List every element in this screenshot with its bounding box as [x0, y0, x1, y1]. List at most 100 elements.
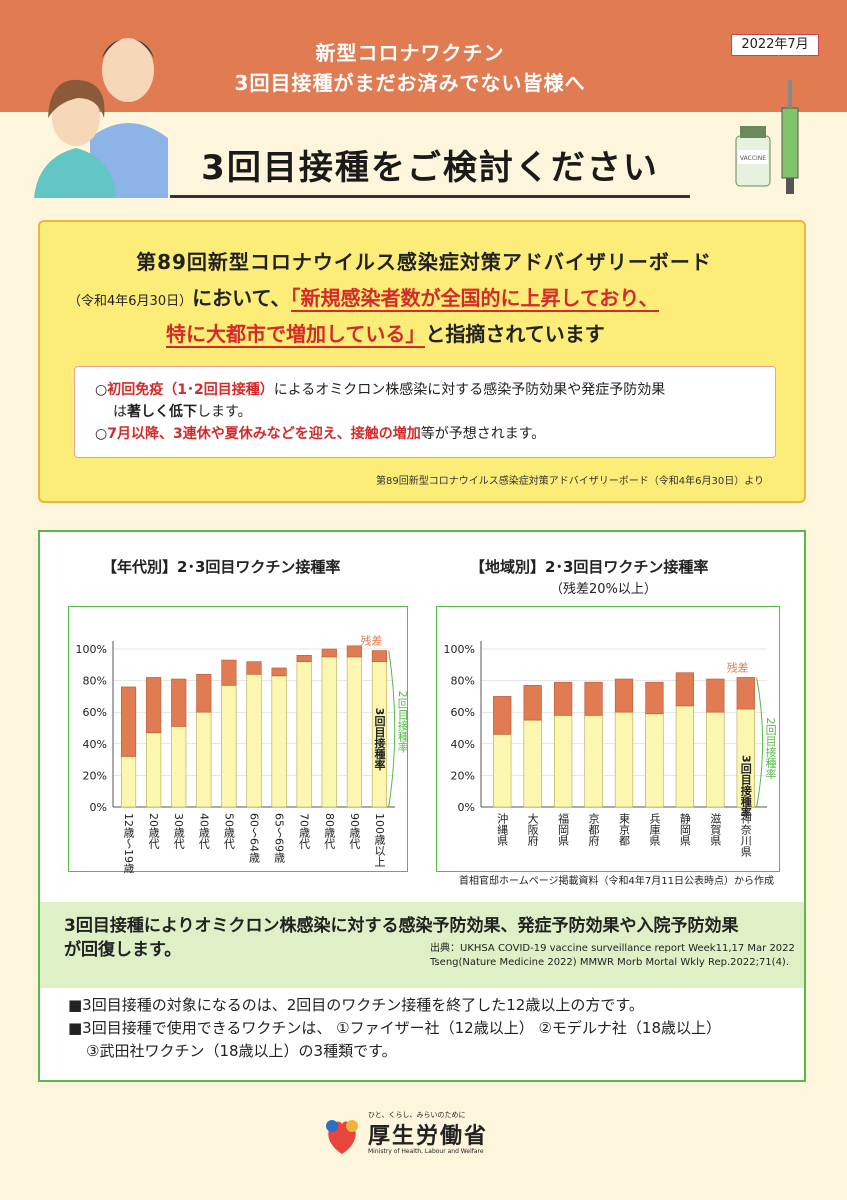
second-dose-annotation: 2回目接種率 [396, 691, 409, 754]
bar-third-dose [346, 656, 362, 808]
notice-line2: （令和4年6月30日）において、「新規感染者数が全国的に上昇しており、 [68, 282, 659, 312]
bar-third-dose [296, 661, 312, 808]
bar-third-dose [584, 715, 603, 808]
x-tick-label: 静岡県 [678, 812, 691, 847]
chart1-title: 【年代別】2･3回目ワクチン接種率 [102, 558, 341, 576]
x-tick-label: 40歳代 [197, 813, 210, 850]
y-tick-label: 20% [451, 769, 475, 782]
ministry-name: 厚生労働省 [368, 1124, 489, 1149]
bar-gap [675, 672, 695, 707]
region-chart: 0% 20% 40% 60% 80% 100% 沖縄県 大阪府 福岡県 京都府 東京都 兵庫県 静岡県 滋… [444, 641, 777, 858]
y-tick-label: 100% [76, 643, 107, 656]
x-tick-label: 京都府 [587, 812, 600, 847]
x-tick-label: 50歳代 [222, 813, 235, 850]
x-tick-label: 30歳代 [172, 813, 185, 850]
bullet1-text: によるオミクロン株感染に対する感染予防効果や発症予防効果 [273, 382, 666, 398]
bar-third-dose [120, 756, 137, 808]
gap-annotation: 残差 [360, 634, 382, 648]
second-dose-bracket [756, 677, 764, 808]
notice-source: 第89回新型コロナウイルス感染症対策アドバイザリーボード（令和4年6月30日）よ… [376, 476, 764, 487]
note-line2: ■3回目接種で使用できるワクチンは、 ①ファイザー社（12歳以上） ②モデルナ社… [68, 1019, 722, 1037]
x-tick-label: 100歳以上 [373, 813, 386, 867]
subtitle-line2: 3回目接種がまだお済みでない皆様へ [234, 71, 586, 95]
bar-third-dose [645, 713, 664, 808]
bar-third-dose [171, 726, 187, 808]
y-tick-label: 40% [83, 738, 107, 751]
bar-gap [146, 677, 162, 734]
stats-section: 【年代別】2･3回目ワクチン接種率 【地域別】2･3回目ワクチン接種率 （残差2… [38, 530, 806, 1082]
bar-gap [523, 685, 542, 721]
svg-text:VACCINE: VACCINE [740, 155, 766, 162]
page-title: 3回目接種をご検討ください [170, 140, 690, 198]
bar-gap [171, 678, 187, 727]
effect-band: 3回目接種によりオミクロン株感染に対する感染予防効果、発症予防効果や入院予防効果… [40, 902, 804, 988]
notice-date: （令和4年6月30日） [68, 294, 193, 309]
age-chart: 0% 20% 40% 60% 80% 100% 12歳～19歳 20歳代 30歳代 40歳代 50歳… [76, 634, 410, 874]
bar-gap [736, 677, 755, 710]
notice-quote2: 特に大都市で増加している」 [166, 322, 426, 348]
x-tick-label: 70歳代 [298, 813, 311, 850]
bar-gap [271, 667, 287, 677]
subtitle-line1: 新型コロナワクチン [315, 41, 505, 65]
header-subtitle: 新型コロナワクチン 3回目接種がまだお済みでない皆様へ [180, 38, 640, 98]
notice-end: と指摘されています [425, 322, 605, 346]
effect-source: 出典：UKHSA COVID-19 vaccine surveillance r… [430, 942, 795, 970]
bar-gap [221, 659, 237, 686]
y-tick-label: 20% [83, 769, 107, 782]
y-tick-label: 80% [83, 675, 107, 688]
effect-line1: 3回目接種によりオミクロン株感染に対する感染予防効果、発症予防効果や入院予防効果 [64, 916, 739, 936]
bar-third-dose [614, 711, 634, 808]
notice-quote1: 「新規感染者数が全国的に上昇しており、 [290, 286, 659, 312]
bar-gap [493, 696, 512, 735]
bar-third-dose [493, 734, 512, 808]
bar-third-dose [271, 675, 287, 808]
x-tick-label: 福岡県 [557, 812, 570, 847]
x-tick-label: 神奈川県 [739, 812, 752, 858]
bullet-mark: ○ [95, 426, 108, 442]
bar-gap [321, 648, 337, 658]
bar-gap [296, 655, 312, 662]
x-tick-label: 90歳代 [348, 813, 361, 850]
bar-gap [346, 645, 362, 658]
y-tick-label: 60% [451, 706, 475, 719]
note-line3: ③武田社ワクチン（18歳以上）の3種類です。 [86, 1042, 397, 1060]
people-illustration [34, 38, 168, 198]
y-tick-label: 40% [451, 738, 475, 751]
bullet-1: ○初回免疫（1･2回目接種）によるオミクロン株感染に対する感染予防効果や発症予防… [95, 379, 755, 401]
bullet2-red: 7月以降、3連休や夏休みなどを迎え、接触の増加 [107, 426, 421, 442]
y-tick-label: 0% [458, 801, 475, 814]
y-tick-label: 60% [83, 706, 107, 719]
bar-third-dose [321, 656, 337, 808]
eligibility-notes: ■3回目接種の対象になるのは、2回目のワクチン接種を終了した12歳以上の方です。… [68, 994, 721, 1063]
y-tick-label: 100% [444, 643, 475, 656]
chart1-frame: 0% 20% 40% 60% 80% 100% 12歳～19歳 20歳代 30歳代 40歳代 50歳… [68, 606, 410, 874]
bar-gap [645, 681, 664, 715]
bar-third-dose [146, 732, 162, 808]
x-tick-label: 東京都 [618, 813, 631, 846]
bar-gap [553, 681, 573, 716]
gap-annotation: 残差 [727, 660, 749, 674]
x-tick-label: 65～69歳 [273, 813, 286, 863]
chart2-frame: 0% 20% 40% 60% 80% 100% 沖縄県 大阪府 福岡県 京都府 東京都 兵庫県 静岡県 滋… [436, 606, 780, 872]
second-dose-annotation: 2回目接種率 [764, 717, 777, 780]
notice-heading: 第89回新型コロナウイルス感染症対策アドバイザリーボード [136, 250, 712, 274]
effect-source1: 出典：UKHSA COVID-19 vaccine surveillance r… [430, 943, 795, 954]
vaccine-illustration: VACCINE [735, 80, 799, 194]
notice-mid: において、 [192, 286, 291, 310]
bullet-mark: ○ [95, 382, 108, 398]
x-tick-label: 60～64歳 [248, 813, 261, 863]
x-tick-label: 滋賀県 [709, 813, 722, 847]
bullet1-c: は [113, 404, 127, 420]
note-line1: ■3回目接種の対象になるのは、2回目のワクチン接種を終了した12歳以上の方です。 [68, 996, 644, 1014]
bar-third-dose [706, 711, 725, 808]
bar-third-dose [221, 685, 237, 808]
x-tick-label: 沖縄県 [496, 813, 509, 847]
x-tick-label: 80歳代 [323, 813, 336, 850]
bar-gap [196, 673, 212, 713]
bar-gap [614, 678, 634, 713]
effect-line2: が回復します。 [64, 940, 182, 960]
ministry-tagline: ひと、くらし、みらいのために [368, 1111, 466, 1119]
bar-gap [246, 661, 262, 675]
third-dose-annotation: 3回目接種率 [373, 708, 386, 771]
effect-text: 3回目接種によりオミクロン株感染に対する感染予防効果、発症予防効果や入院予防効果… [64, 914, 739, 962]
